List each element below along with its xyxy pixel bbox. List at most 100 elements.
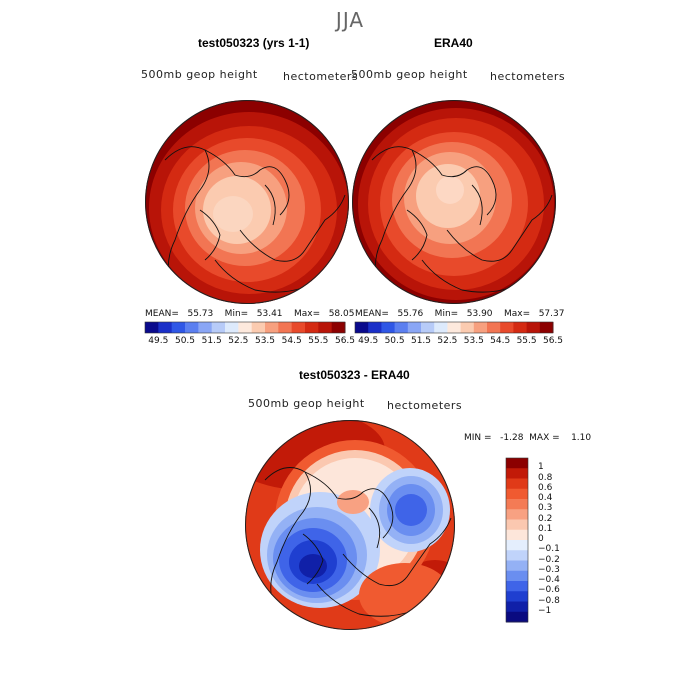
panel-3-map	[245, 420, 455, 630]
colorbar-tick: 0.4	[538, 493, 553, 503]
colorbar-tick: 55.5	[516, 336, 537, 346]
colorbar-swatch	[434, 322, 448, 333]
panel-1-center	[213, 196, 253, 232]
panel-3-stats: MIN = -1.28 MAX = 1.10	[464, 433, 592, 443]
colorbar-tick: −1	[538, 605, 552, 616]
colorbar-swatch	[506, 499, 528, 510]
colorbar-swatch	[500, 322, 514, 333]
panel-3-subtitle: 500mb geop height	[248, 397, 365, 410]
colorbar-tick: −0.1	[538, 544, 560, 555]
panel-1-colorbar	[144, 321, 346, 334]
colorbar-swatch	[198, 322, 213, 333]
colorbar-swatch	[506, 529, 528, 541]
colorbar-swatch	[506, 611, 528, 623]
colorbar-swatch	[506, 478, 528, 490]
colorbar-tick: 50.5	[174, 336, 196, 346]
colorbar-swatch	[506, 591, 528, 602]
panel-2-map	[352, 100, 556, 304]
colorbar-swatch	[473, 322, 488, 333]
colorbar-swatch	[145, 322, 159, 333]
panel-3-colorbar-labels: 1 0.8 0.6 0.4 0.3 0.2 0.1 0 −0.1 −0.2 −0.3 −0.4 −0.6…	[538, 458, 578, 622]
colorbar-swatch	[331, 322, 346, 333]
colorbar-swatch	[506, 540, 528, 551]
colorbar-swatch	[278, 322, 293, 333]
colorbar-swatch	[211, 322, 226, 333]
colorbar-swatch	[318, 322, 333, 333]
colorbar-tick: −0.6	[538, 585, 560, 596]
colorbar-swatch	[539, 322, 554, 333]
colorbar-swatch	[265, 322, 279, 333]
colorbar-tick: 56.5	[542, 336, 564, 346]
colorbar-tick: 51.5	[201, 336, 222, 346]
colorbar-tick: 0.8	[538, 472, 553, 483]
panel-2-colorbar-labels: 49.5 50.5 51.5 52.5 53.5 54.5 55.5 56.5	[355, 336, 563, 348]
colorbar-swatch	[407, 322, 422, 333]
panel-1-units: hectometers	[283, 70, 359, 83]
colorbar-tick: 1	[538, 462, 544, 473]
colorbar-tick: 54.5	[281, 336, 302, 346]
colorbar-tick: 0	[538, 534, 544, 544]
colorbar-tick: 0.2	[538, 513, 553, 524]
colorbar-tick: 51.5	[410, 336, 432, 346]
colorbar-swatch	[238, 322, 253, 333]
colorbar-tick: 54.5	[490, 336, 511, 346]
panel-1-map	[145, 100, 349, 304]
colorbar-tick: 53.5	[463, 336, 484, 346]
panel-3-colorbar	[505, 457, 529, 623]
colorbar-swatch	[368, 322, 382, 333]
colorbar-tick: 49.5	[148, 336, 169, 346]
panel-3-units: hectometers	[387, 399, 463, 412]
colorbar-tick: 0.1	[538, 523, 553, 534]
colorbar-tick: −0.2	[538, 554, 560, 565]
colorbar-swatch	[506, 468, 528, 479]
colorbar-tick: −0.4	[538, 575, 560, 585]
colorbar-swatch	[460, 322, 475, 333]
panel-3-title: test050323 - ERA40	[299, 368, 410, 382]
colorbar-swatch	[506, 509, 528, 520]
colorbar-swatch	[506, 458, 528, 469]
colorbar-tick: 56.5	[334, 336, 356, 346]
colorbar-swatch	[526, 322, 541, 333]
colorbar-swatch	[381, 322, 396, 333]
colorbar-swatch	[506, 601, 528, 613]
panel-2-units: hectometers	[490, 70, 566, 83]
colorbar-swatch	[421, 322, 435, 333]
colorbar-swatch	[506, 560, 528, 572]
panel-2-subtitle: 500mb geop height	[351, 68, 468, 81]
colorbar-swatch	[305, 322, 319, 333]
panel-1-stats: MEAN= 55.73 Min= 53.41 Max= 58.05	[145, 309, 355, 319]
colorbar-swatch	[185, 322, 199, 333]
colorbar-swatch	[506, 488, 528, 500]
colorbar-tick: 50.5	[384, 336, 405, 346]
colorbar-swatch	[225, 322, 239, 333]
colorbar-swatch	[487, 322, 501, 333]
panel-1-subtitle: 500mb geop height	[141, 68, 258, 81]
panel-1-title: test050323 (yrs 1-1)	[198, 36, 310, 50]
colorbar-tick: 49.5	[358, 336, 379, 346]
colorbar-tick: 0.6	[538, 482, 553, 493]
panel-2-center	[436, 176, 464, 204]
colorbar-swatch	[251, 322, 266, 333]
panel-2-title: ERA40	[434, 36, 473, 50]
figure-title: JJA	[335, 8, 365, 32]
colorbar-swatch	[291, 322, 306, 333]
colorbar-swatch	[394, 322, 409, 333]
colorbar-swatch	[506, 581, 528, 592]
colorbar-tick: −0.3	[538, 564, 560, 575]
colorbar-swatch	[506, 519, 528, 531]
colorbar-tick: 0.3	[538, 503, 553, 514]
colorbar-tick: 53.5	[254, 336, 276, 346]
colorbar-swatch	[355, 322, 369, 333]
colorbar-swatch	[513, 322, 528, 333]
colorbar-swatch	[447, 322, 462, 333]
colorbar-tick: −0.8	[538, 595, 560, 606]
panel-2-stats: MEAN= 55.76 Min= 53.90 Max= 57.37	[355, 309, 565, 319]
colorbar-swatch	[158, 322, 173, 333]
colorbar-swatch	[506, 570, 528, 582]
colorbar-tick: 55.5	[308, 336, 329, 346]
colorbar-swatch	[171, 322, 186, 333]
colorbar-tick: 52.5	[228, 336, 249, 346]
colorbar-swatch	[506, 550, 528, 561]
panel-2-colorbar	[354, 321, 554, 334]
colorbar-tick: 52.5	[437, 336, 458, 346]
